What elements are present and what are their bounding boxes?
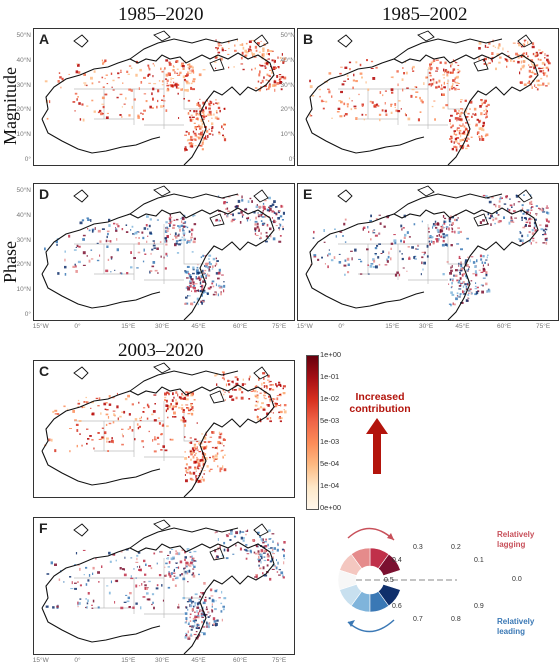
leading-line1: Relatively bbox=[497, 617, 535, 626]
relatively-lagging-label: Relatively lagging bbox=[497, 530, 534, 550]
panel-e-lon-tick: 0° bbox=[338, 323, 345, 330]
contribution-label: contribution bbox=[349, 403, 411, 415]
panel-label-e: E bbox=[303, 186, 313, 202]
colorbar-tick: 0e+00 bbox=[320, 503, 342, 512]
panel-e-lon-tick: 45°E bbox=[455, 323, 470, 330]
colorbar-tick: 1e-01 bbox=[320, 371, 340, 381]
panel-f-lon-tick: 15°E bbox=[121, 657, 136, 664]
panel-a-lat-tick: 40°N bbox=[16, 56, 31, 64]
phase-wheel-label: 0.5 bbox=[384, 577, 394, 584]
panel-b-lat-tick: 10°N bbox=[280, 131, 295, 139]
lagging-line1: Relatively bbox=[497, 530, 535, 539]
panel-f-lon-tick: 0° bbox=[74, 657, 81, 664]
colorbar-tick: 1e-02 bbox=[320, 393, 340, 403]
phase-wheel bbox=[337, 527, 457, 633]
panel-a-lat-tick: 10°N bbox=[16, 131, 31, 139]
panel-f-lon-tick: 75°E bbox=[272, 657, 287, 664]
panel-d-lat-tick: 0° bbox=[24, 311, 31, 318]
relatively-leading-label: Relatively leading bbox=[497, 617, 534, 637]
phase-wheel-label: 0.9 bbox=[474, 603, 484, 610]
map-panel-b: B bbox=[297, 28, 559, 166]
panel-a-lat-tick: 50°N bbox=[16, 32, 31, 39]
colorbar-tick: 1e-03 bbox=[320, 437, 340, 447]
map-panel-c: C bbox=[33, 360, 295, 498]
map-panel-f: F bbox=[33, 517, 295, 655]
panel-label-b: B bbox=[303, 31, 314, 47]
panel-d-lon-tick: 15°E bbox=[121, 323, 136, 330]
title-1985-2020: 1985–2020 bbox=[118, 4, 204, 25]
panel-label-d: D bbox=[39, 186, 50, 202]
phase-wheel-label: 0.7 bbox=[413, 616, 423, 623]
increased-contribution-label: Increased contribution bbox=[345, 391, 415, 415]
colorbar-tick: 5e-03 bbox=[320, 415, 340, 425]
phase-wheel-label: 0.1 bbox=[474, 557, 484, 564]
panel-f-lon-tick: 15°W bbox=[32, 657, 49, 664]
panel-f-lon-tick: 60°E bbox=[233, 657, 248, 664]
panel-d-lon-tick: 30°E bbox=[155, 323, 170, 330]
panel-d-lon-tick: 15°W bbox=[32, 323, 49, 330]
panel-label-f: F bbox=[39, 520, 48, 536]
panel-e-lon-tick: 60°E bbox=[497, 323, 512, 330]
phase-wheel-label: 0.2 bbox=[451, 544, 461, 551]
panel-d-lat-tick: 10°N bbox=[16, 286, 31, 294]
colorbar-tick: 1e-04 bbox=[320, 481, 340, 491]
colorbar-tick: 1e+00 bbox=[320, 350, 342, 359]
panel-b-lat-tick: 40°N bbox=[280, 56, 295, 64]
panel-a-lat-tick: 20°N bbox=[16, 106, 31, 114]
title-2003-2020: 2003–2020 bbox=[118, 340, 204, 361]
colorbar-tick: 5e-04 bbox=[320, 459, 340, 469]
colorbar bbox=[306, 355, 319, 510]
panel-d-lat-tick: 50°N bbox=[16, 187, 31, 194]
title-1985-2002: 1985–2002 bbox=[382, 4, 468, 25]
panel-e-lon-tick: 30°E bbox=[419, 323, 434, 330]
increased-label: Increased bbox=[355, 391, 405, 403]
map-panel-e: E bbox=[297, 183, 559, 321]
phase-wheel-label: 0.0 bbox=[512, 576, 522, 583]
phase-wheel-label: 0.4 bbox=[392, 557, 402, 564]
panel-d-lat-tick: 30°N bbox=[16, 236, 31, 244]
phase-wheel-label: 0.6 bbox=[392, 603, 402, 610]
panel-a-lat-tick: 30°N bbox=[16, 81, 31, 89]
panel-e-lon-tick: 15°E bbox=[385, 323, 400, 330]
map-panel-a: A bbox=[33, 28, 295, 166]
phase-wheel-label: 0.8 bbox=[451, 616, 461, 623]
panel-a-lat-tick: 0° bbox=[24, 156, 31, 163]
panel-e-lon-tick: 15°W bbox=[296, 323, 313, 330]
leading-line2: leading bbox=[497, 627, 526, 636]
panel-d-lon-tick: 60°E bbox=[233, 323, 248, 330]
increase-arrow-icon bbox=[366, 418, 388, 474]
map-panel-d: D bbox=[33, 183, 295, 321]
panel-label-a: A bbox=[39, 31, 50, 47]
panel-label-c: C bbox=[39, 363, 50, 379]
panel-d-lon-tick: 45°E bbox=[191, 323, 206, 330]
panel-d-lon-tick: 75°E bbox=[272, 323, 287, 330]
panel-b-lat-tick: 0° bbox=[288, 156, 295, 163]
panel-e-lon-tick: 75°E bbox=[536, 323, 551, 330]
panel-d-lat-tick: 40°N bbox=[16, 211, 31, 219]
panel-f-lon-tick: 45°E bbox=[191, 657, 206, 664]
panel-f-lon-tick: 30°E bbox=[155, 657, 170, 664]
panel-b-lat-tick: 20°N bbox=[280, 106, 295, 114]
panel-b-lat-tick: 50°N bbox=[280, 32, 295, 39]
lagging-line2: lagging bbox=[497, 540, 526, 549]
panel-d-lon-tick: 0° bbox=[74, 323, 81, 330]
panel-b-lat-tick: 30°N bbox=[280, 81, 295, 89]
panel-d-lat-tick: 20°N bbox=[16, 261, 31, 269]
phase-wheel-label: 0.3 bbox=[413, 544, 423, 551]
